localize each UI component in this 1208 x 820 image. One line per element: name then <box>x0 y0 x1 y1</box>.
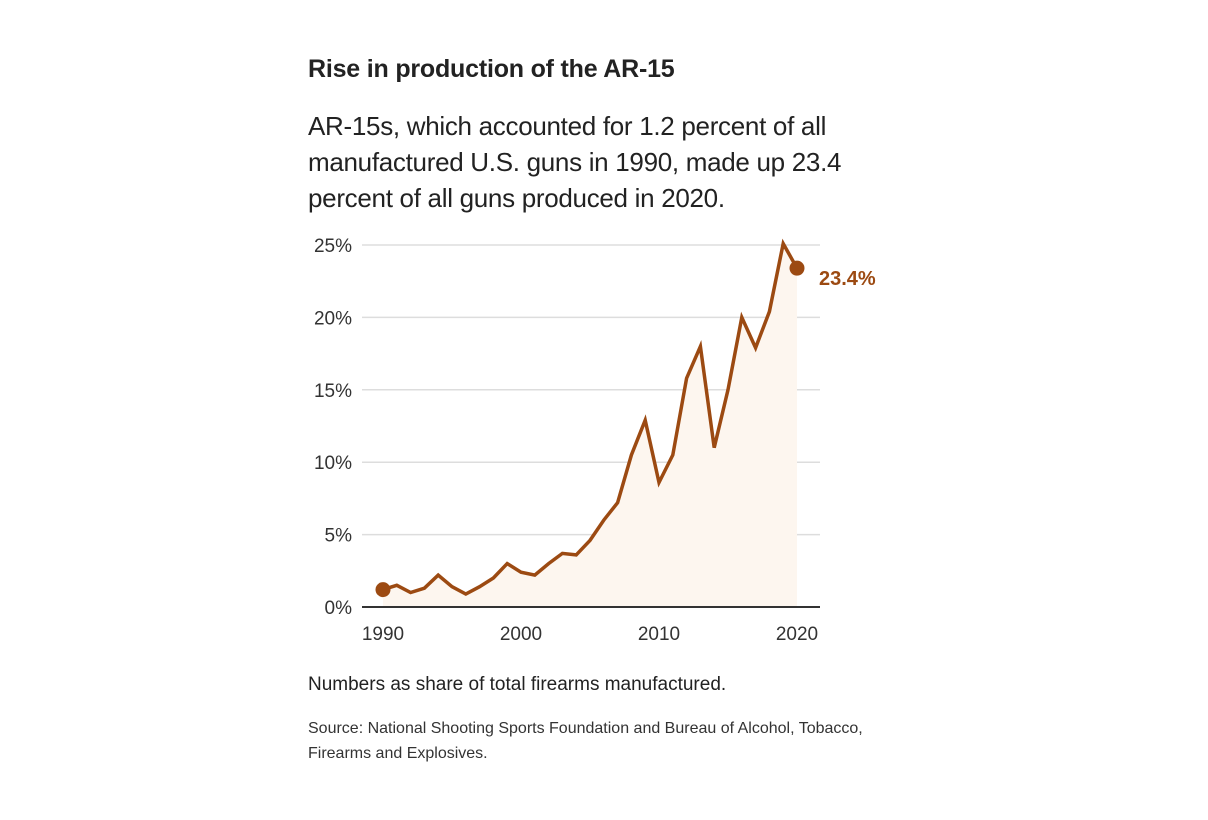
annotations: 23.4% <box>375 260 876 598</box>
x-tick-label: 1990 <box>362 624 404 645</box>
y-tick-label: 20% <box>314 308 352 329</box>
chart-title: Rise in production of the AR-15 <box>308 55 675 83</box>
series-line <box>382 238 799 596</box>
area-fill <box>383 243 797 607</box>
x-tick-label: 2010 <box>638 624 680 645</box>
y-tick-label: 10% <box>314 453 352 474</box>
highlight-dot <box>789 260 805 276</box>
chart-source: Source: National Shooting Sports Foundat… <box>308 720 863 762</box>
y-tick-label: 5% <box>325 526 353 547</box>
chart-note: Numbers as share of total firearms manuf… <box>308 674 727 695</box>
y-tick-label: 15% <box>314 381 352 402</box>
x-tick-label: 2020 <box>776 624 818 645</box>
end-value-label: 23.4% <box>819 268 876 290</box>
x-tick-label: 2000 <box>500 624 542 645</box>
x-axis-labels: 1990 2000 2010 2020 <box>362 624 818 645</box>
y-tick-label: 0% <box>325 598 353 619</box>
y-tick-label: 25% <box>314 236 352 257</box>
y-axis-labels: 0% 5% 10% 15% 20% 25% <box>314 236 352 619</box>
highlight-dot <box>375 582 391 598</box>
chart-subtitle: AR-15s, which accounted for 1.2 percent … <box>308 111 842 213</box>
